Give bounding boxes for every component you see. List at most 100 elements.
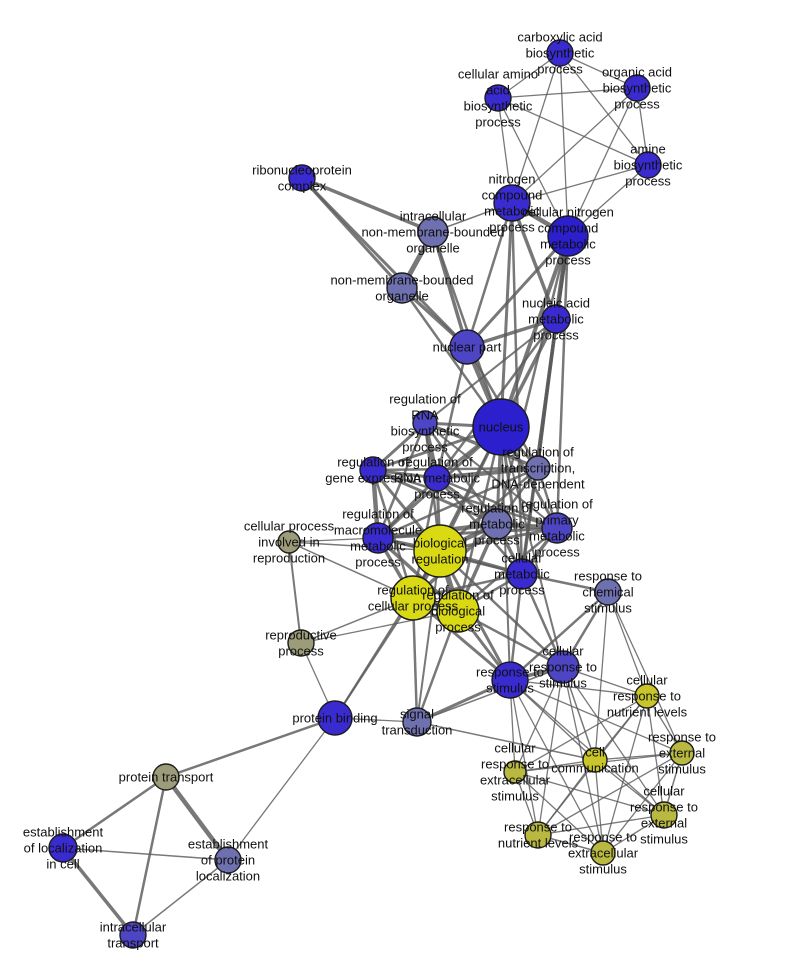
node-rch[interactable] xyxy=(594,578,622,606)
edge-cnc-rpm xyxy=(555,234,570,530)
edge-oab-ncm xyxy=(511,87,638,204)
node-inm[interactable] xyxy=(417,216,449,248)
node-itr[interactable] xyxy=(119,921,147,949)
edge-ccm-sgt xyxy=(416,721,596,761)
edge-nup-rrm xyxy=(435,345,469,480)
node-ccm[interactable] xyxy=(582,747,608,773)
edge-nuc-crs xyxy=(500,426,564,668)
edge-rst-ccm xyxy=(509,679,596,761)
edge-rrb-rpm xyxy=(424,422,558,529)
edge-nup-cnc xyxy=(465,234,570,349)
edge-cmp-crs xyxy=(520,572,565,669)
edge-carb-ncm xyxy=(511,52,561,204)
edge-brg-crs xyxy=(438,549,565,669)
node-rpm[interactable] xyxy=(541,512,573,544)
node-rbp[interactable] xyxy=(436,589,480,633)
node-rnp[interactable] xyxy=(288,164,316,192)
edge-ccm-rnl xyxy=(537,759,596,836)
node-ncm[interactable] xyxy=(493,184,531,222)
edge-rrb-rmm xyxy=(376,421,427,540)
edge-ccm-rex xyxy=(594,752,683,761)
node-carb[interactable] xyxy=(546,39,574,67)
edge-cxe-rnl xyxy=(537,814,665,836)
edge-nup-ncm xyxy=(465,201,514,349)
edge-rst-rnl xyxy=(509,679,539,836)
node-rex[interactable] xyxy=(669,740,695,766)
edge-caa-amb xyxy=(497,97,649,166)
node-cnc[interactable] xyxy=(547,215,589,257)
edge-rrm-rpm xyxy=(435,476,559,530)
edge-rch-crn xyxy=(607,591,648,697)
edge-rch-rex xyxy=(607,591,683,754)
edge-ccm-rxs xyxy=(594,759,604,854)
node-crn[interactable] xyxy=(634,683,660,709)
edge-elc-epl xyxy=(62,847,229,861)
edge-rtd-rge xyxy=(371,466,540,472)
node-caa[interactable] xyxy=(484,84,512,112)
edge-crn-cre xyxy=(514,695,648,773)
edge-rmm-rpm xyxy=(376,526,559,540)
edge-rst-rch xyxy=(508,590,610,682)
node-cpr[interactable] xyxy=(277,530,301,554)
edge-crn-ccm xyxy=(594,695,648,761)
edge-rst-rxs xyxy=(509,679,604,854)
edge-rtd-rrm xyxy=(434,465,541,481)
edge-carb-amb xyxy=(559,52,649,166)
node-nuc[interactable] xyxy=(472,398,530,456)
edge-caa-oab xyxy=(497,87,638,99)
node-rge[interactable] xyxy=(359,456,387,484)
node-cxe[interactable] xyxy=(650,801,678,829)
edge-rch-ccm xyxy=(594,591,609,761)
node-rnl[interactable] xyxy=(524,821,552,849)
node-cmp[interactable] xyxy=(506,558,538,590)
edge-crs-cxe xyxy=(562,666,665,816)
edge-cnc-rtd xyxy=(537,235,569,469)
edge-oab-cnc xyxy=(567,87,638,237)
node-nup[interactable] xyxy=(449,329,485,365)
node-rrb[interactable] xyxy=(412,410,438,436)
node-prb[interactable] xyxy=(317,700,353,736)
node-nam[interactable] xyxy=(541,304,571,334)
node-crs[interactable] xyxy=(546,650,580,684)
node-rcp[interactable] xyxy=(390,575,436,621)
node-nmb[interactable] xyxy=(386,272,418,304)
node-rst[interactable] xyxy=(491,661,529,699)
edge-ptr-epl xyxy=(163,774,231,863)
labels-layer: carboxylic acid biosynthetic processcellul… xyxy=(23,30,716,951)
node-rtd[interactable] xyxy=(525,455,551,481)
edge-carb-oab xyxy=(559,52,638,89)
edge-rex-rxs xyxy=(602,752,683,854)
node-amb[interactable] xyxy=(634,151,662,179)
node-sgt[interactable] xyxy=(402,707,432,737)
edge-amb-ncm xyxy=(511,164,649,204)
node-rxs[interactable] xyxy=(590,840,616,866)
node-rpp[interactable] xyxy=(287,629,315,657)
edge-rst-cxe xyxy=(509,679,665,816)
edge-rnp-inm xyxy=(300,176,435,234)
edge-rst-crn xyxy=(509,679,648,697)
edge-itr-epl xyxy=(132,859,229,936)
nodes-layer xyxy=(48,39,695,949)
node-elc[interactable] xyxy=(48,833,78,863)
edge-caa-cnc xyxy=(497,97,569,237)
edge-rge-rpm xyxy=(371,468,559,530)
node-rmm[interactable] xyxy=(362,522,394,554)
node-brg[interactable] xyxy=(413,524,467,578)
node-rmp[interactable] xyxy=(481,508,513,540)
edge-rnp-nup xyxy=(300,176,469,349)
node-epl[interactable] xyxy=(214,846,242,874)
edge-crs-cre xyxy=(514,666,564,773)
edge-cre-rxs xyxy=(514,771,604,854)
edge-elc-itr xyxy=(61,846,135,937)
node-ptr[interactable] xyxy=(152,763,180,791)
edge-carb-cnc xyxy=(559,52,569,237)
edge-rex-rnl xyxy=(537,752,683,836)
node-oab[interactable] xyxy=(623,74,651,102)
edge-prb-epl xyxy=(227,717,336,861)
edge-crn-rxs xyxy=(602,695,648,854)
node-cre[interactable] xyxy=(503,760,527,784)
node-rrm[interactable] xyxy=(423,464,451,492)
edge-nam-rrm xyxy=(435,317,558,480)
